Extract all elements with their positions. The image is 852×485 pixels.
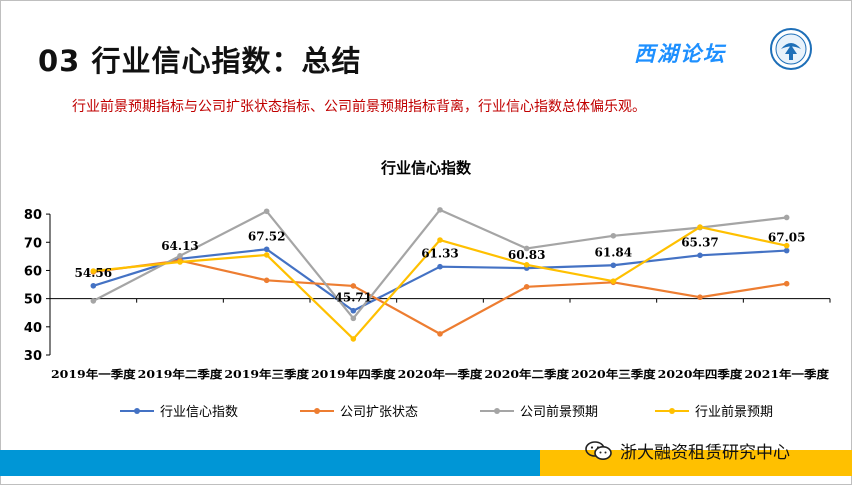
data-point — [90, 268, 97, 274]
data-point — [263, 246, 270, 253]
data-label: 61.33 — [421, 247, 459, 261]
page-subtitle: 行业前景预期指标与公司扩张状态指标、公司前景预期指标背离，行业信心指数总体偏乐观… — [72, 99, 646, 115]
chart-legend: 行业信心指数 公司扩张状态 公司前景预期 行业前景预期 — [120, 401, 800, 421]
data-point — [437, 263, 443, 270]
data-label: 60.83 — [508, 248, 546, 262]
data-label: 54.56 — [75, 266, 113, 280]
data-label: 65.37 — [681, 235, 719, 249]
x-tick-label: 2020年一季度 — [398, 367, 484, 381]
legend-marker — [134, 407, 140, 414]
data-point — [697, 294, 703, 301]
legend-marker — [669, 407, 675, 414]
data-point — [90, 282, 97, 289]
x-tick-label: 2020年二季度 — [484, 367, 570, 381]
legend-label: 公司扩张状态 — [340, 405, 419, 420]
data-label: 61.84 — [595, 245, 633, 259]
legend-swatch — [480, 407, 514, 414]
legend-label: 行业前景预期 — [695, 405, 774, 420]
wechat-icon — [585, 440, 612, 460]
page-title: 03 行业信心指数：总结 — [38, 44, 362, 78]
data-point — [437, 237, 443, 243]
legend-label: 公司前景预期 — [520, 405, 599, 420]
data-point — [783, 214, 790, 221]
emblem-icon — [770, 28, 812, 70]
data-point — [263, 208, 270, 215]
data-point — [263, 277, 270, 284]
data-point — [523, 284, 530, 290]
y-tick-label: 60 — [24, 264, 42, 279]
legend-swatch — [655, 407, 689, 414]
chart-title: 行业信心指数 — [380, 159, 472, 177]
data-point — [177, 253, 183, 259]
data-point — [783, 242, 790, 249]
legend-marker — [314, 407, 320, 414]
y-tick-label: 70 — [24, 236, 42, 251]
data-point — [610, 232, 617, 239]
data-point — [783, 280, 790, 287]
data-point — [783, 247, 790, 254]
data-point — [610, 262, 617, 269]
legend-item: 公司扩张状态 — [300, 401, 418, 420]
x-tick-label: 2019年二季度 — [138, 367, 224, 381]
x-tick-label: 2019年一季度 — [51, 367, 137, 381]
y-tick-label: 50 — [24, 293, 42, 308]
legend-swatch — [120, 407, 154, 414]
data-point — [437, 207, 443, 213]
legend-item: 行业前景预期 — [655, 401, 773, 420]
legend-label: 行业信心指数 — [160, 405, 239, 420]
data-label: 45.71 — [335, 291, 373, 305]
data-point — [350, 315, 357, 322]
footer-brand: 浙大融资租赁研究中心 — [584, 438, 790, 463]
x-tick-label: 2019年四季度 — [311, 367, 397, 381]
legend-item: 行业信心指数 — [120, 401, 238, 420]
legend-swatch — [300, 407, 334, 414]
data-point — [697, 252, 703, 259]
x-tick-label: 2019年三季度 — [224, 367, 310, 381]
x-tick-label: 2020年四季度 — [658, 367, 744, 381]
x-tick-label: 2021年一季度 — [744, 367, 830, 381]
footer-brand-label: 浙大融资租赁研究中心 — [620, 443, 790, 463]
footer-bar-blue — [0, 450, 540, 476]
x-tick-label: 2020年三季度 — [571, 367, 657, 381]
data-label: 67.05 — [768, 231, 806, 245]
data-point — [90, 298, 97, 304]
data-point — [350, 283, 357, 289]
brand-logo-text: 西湖论坛 — [634, 41, 726, 66]
data-point — [177, 259, 183, 265]
data-label: 64.13 — [161, 239, 199, 253]
data-point — [610, 278, 617, 284]
data-point — [697, 224, 703, 230]
data-point — [350, 336, 357, 342]
data-label: 67.52 — [248, 229, 286, 243]
y-tick-label: 80 — [24, 208, 42, 223]
data-point — [350, 307, 357, 314]
data-point — [523, 245, 530, 252]
data-point — [263, 252, 270, 258]
series-line-1 — [93, 259, 787, 335]
y-tick-label: 30 — [24, 349, 42, 364]
data-point — [437, 331, 443, 337]
legend-item: 公司前景预期 — [480, 401, 598, 420]
y-tick-label: 40 — [24, 321, 42, 336]
data-point — [523, 262, 530, 268]
legend-marker — [494, 407, 500, 414]
line-chart: 行业信心指数 30 40 50 60 70 80 2019年一季度 2019年二季度 2019年三… — [24, 159, 831, 381]
